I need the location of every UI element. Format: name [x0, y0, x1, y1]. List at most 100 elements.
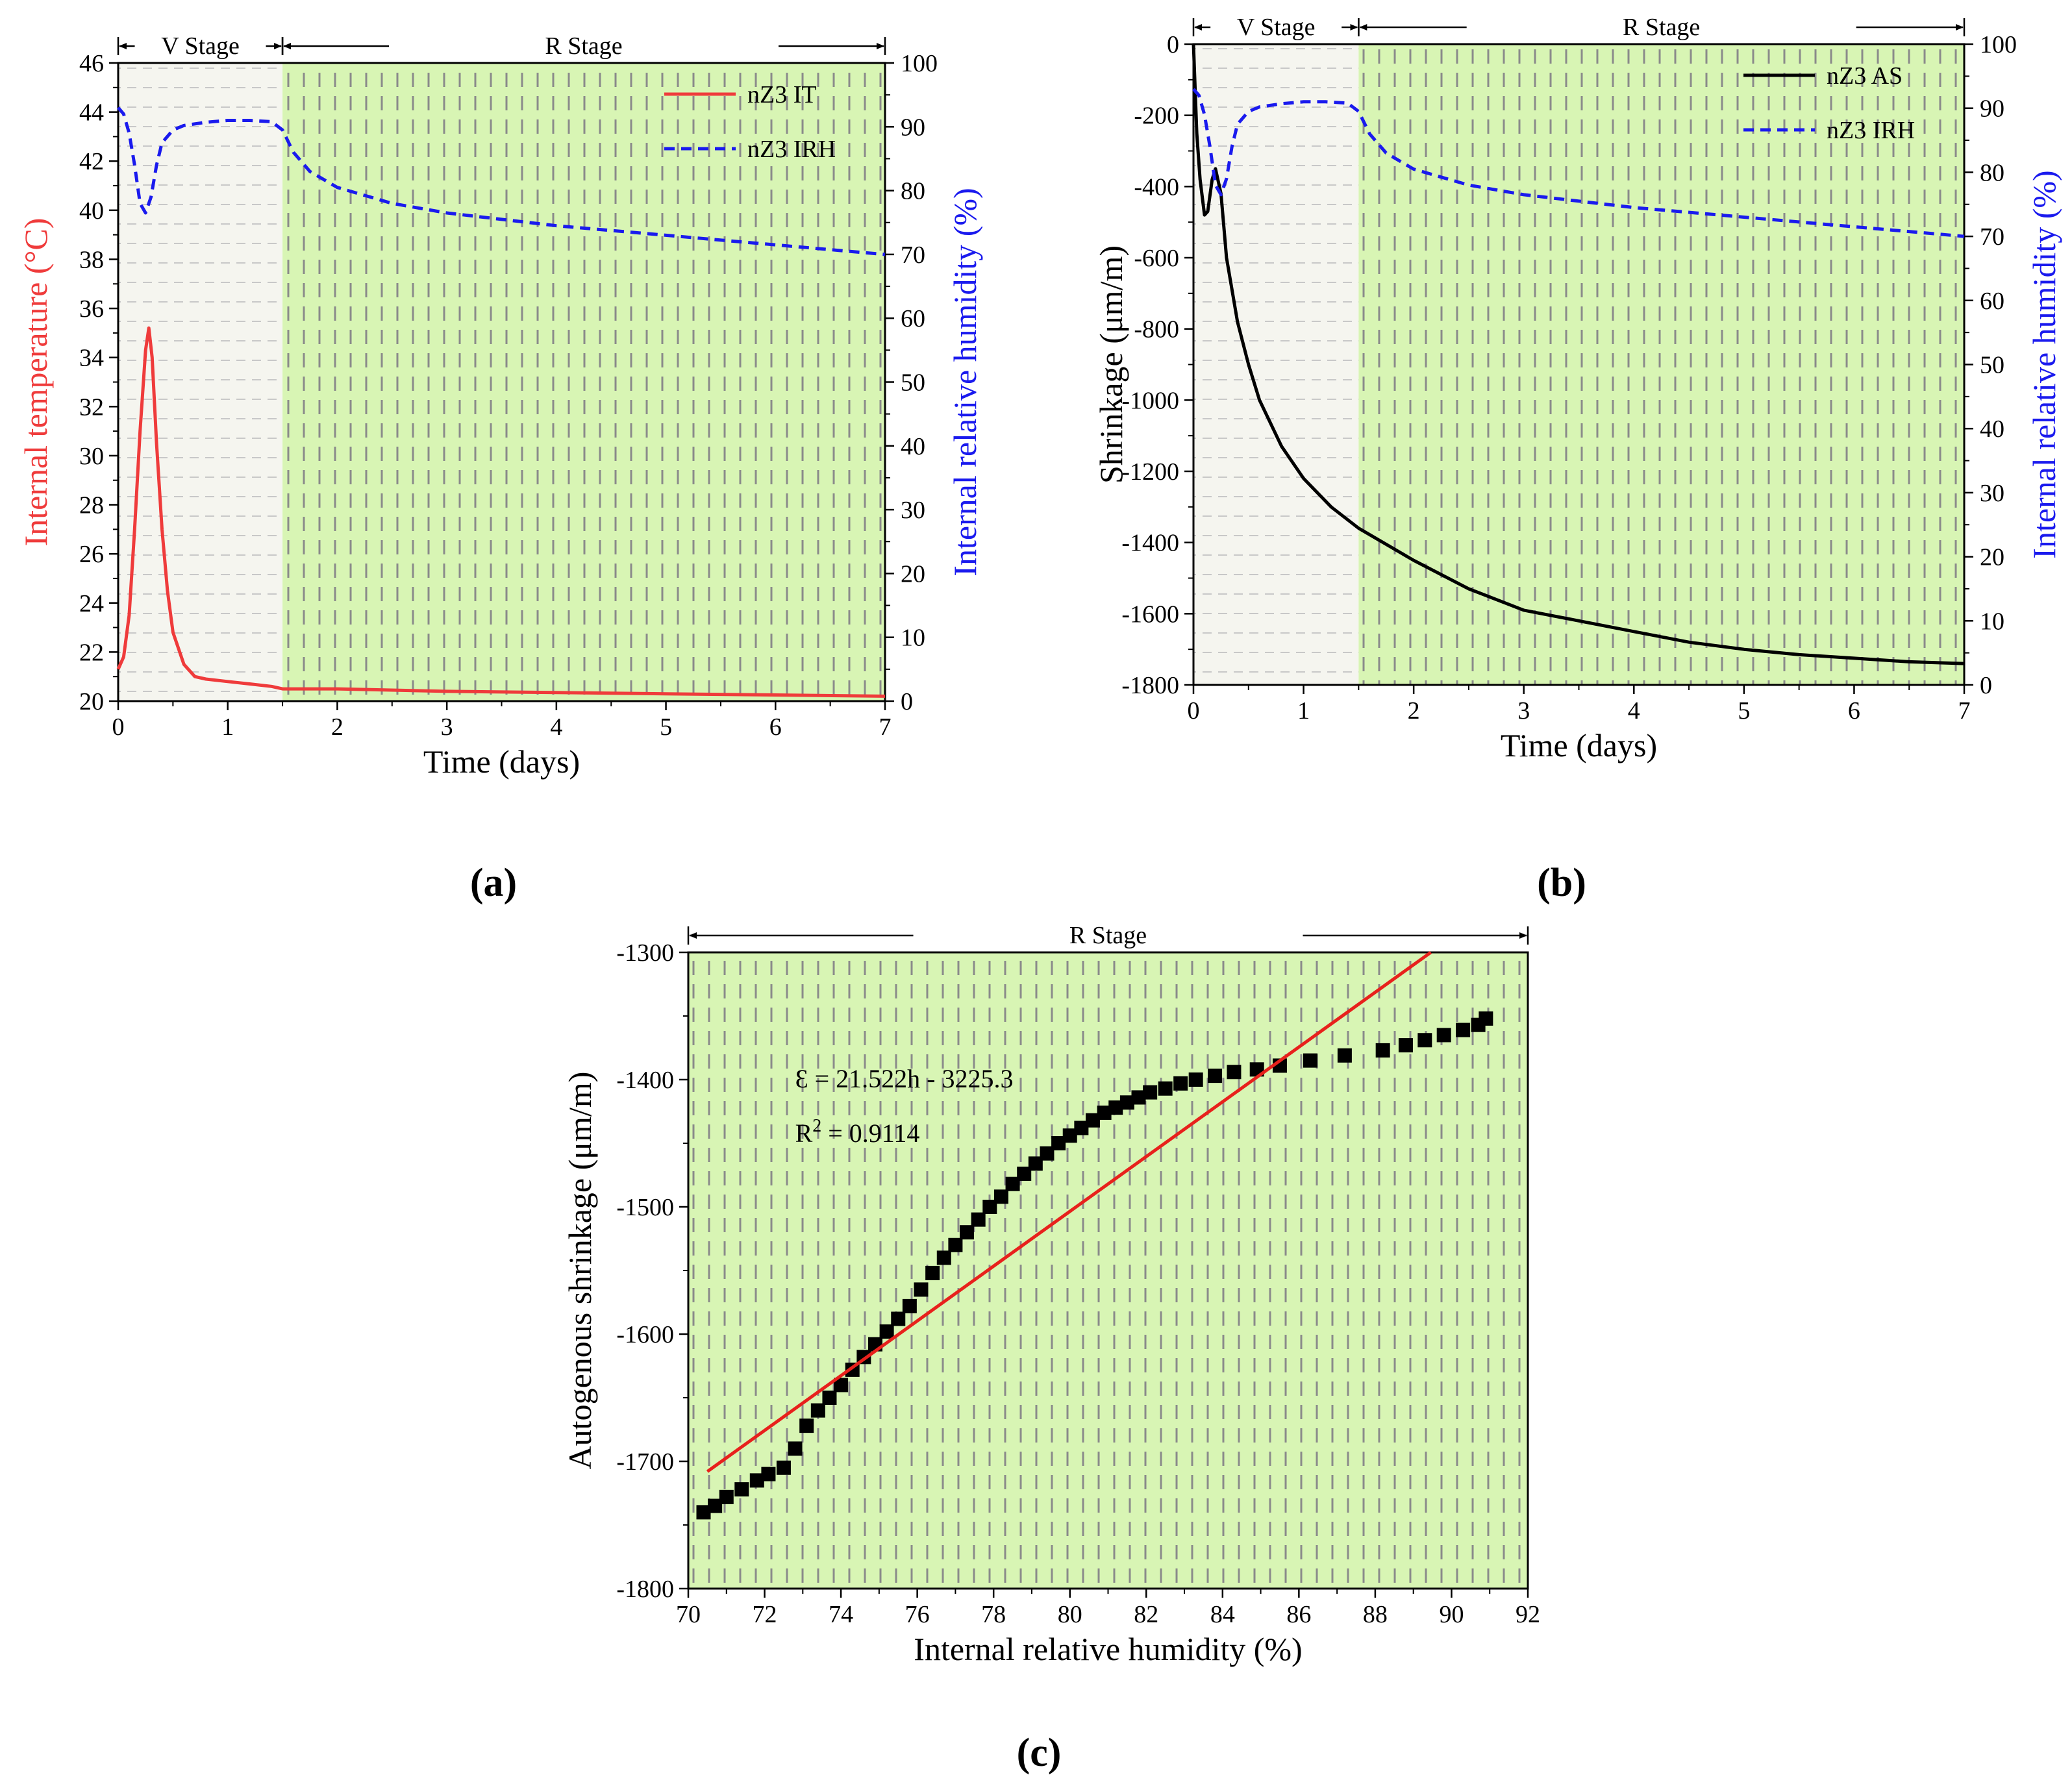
scatter-point: [810, 1403, 825, 1418]
y-tick-label: 40: [79, 197, 104, 225]
y-tick-label: -200: [1134, 103, 1179, 130]
scatter-point: [1085, 1113, 1100, 1128]
scatter-point: [879, 1324, 894, 1339]
scatter-point: [993, 1189, 1008, 1204]
y-tick-label: 0: [1167, 31, 1179, 58]
y-tick-label: 36: [79, 295, 104, 323]
x-tick-label: 84: [1210, 1601, 1235, 1628]
scatter-point: [822, 1391, 837, 1405]
scatter-point: [696, 1505, 711, 1520]
scatter-point: [914, 1282, 929, 1297]
y2-tick-label: 60: [901, 305, 925, 332]
x-tick-label: 4: [1628, 697, 1640, 725]
scatter-point: [925, 1265, 940, 1280]
x-tick-label: 80: [1058, 1601, 1082, 1628]
panel-c: R Stage 70 72 74 76 78 80 82 84 86 88 90 92 -1800 -170…: [562, 922, 1540, 1775]
x-tick-label: 78: [981, 1601, 1006, 1628]
y2-tick-label: 0: [901, 688, 913, 715]
scatter-point: [1398, 1038, 1413, 1053]
fit-line: [706, 950, 1432, 1473]
scatter-point: [1188, 1072, 1203, 1087]
scatter-point: [1005, 1176, 1020, 1191]
y-tick-label: 30: [79, 443, 104, 470]
scatter-point: [1097, 1105, 1112, 1120]
scatter-point: [1208, 1069, 1223, 1084]
x-tick-label: 74: [829, 1601, 853, 1628]
y2-tick-label: 70: [1980, 223, 2004, 251]
y-tick-label: -1400: [1121, 530, 1179, 557]
y-tick-label: 46: [79, 50, 104, 77]
scatter-point: [749, 1473, 764, 1488]
x-tick-label: 3: [441, 713, 453, 741]
series-line-nz3-irh: [117, 106, 886, 256]
x-tick-label: 6: [769, 713, 782, 741]
scatter-point: [1173, 1076, 1188, 1091]
x-tick-label: 0: [112, 713, 125, 741]
scatter-point: [1108, 1100, 1123, 1115]
series-line-nz3-irh: [1192, 88, 1965, 238]
scatter-point: [1303, 1053, 1317, 1068]
x-tick-label: 7: [879, 713, 892, 741]
stage-label-1: R Stage: [545, 32, 622, 60]
y2-axis-title: Internal relative humidity (%): [947, 188, 983, 576]
stage-hatch-0: [688, 952, 1528, 1589]
scatter-point: [1119, 1095, 1134, 1110]
y2-tick-label: 50: [1980, 352, 2004, 379]
x-tick-label: 2: [1408, 697, 1420, 725]
panel-label: (b): [1537, 861, 1586, 905]
y-tick-label: 20: [79, 688, 104, 715]
y-tick-label: 38: [79, 246, 104, 273]
scatter-point: [1227, 1065, 1242, 1080]
legend-label: nZ3 AS: [1827, 62, 1903, 90]
scatter-point: [948, 1237, 963, 1252]
stage-label-0: V Stage: [161, 32, 240, 60]
y2-axis-title: Internal relative humidity (%): [2026, 170, 2062, 558]
x-tick-label: 76: [905, 1601, 930, 1628]
y-tick-label: -1800: [616, 1576, 674, 1603]
x-tick-label: 3: [1517, 697, 1530, 725]
y2-tick-label: 30: [1980, 480, 2004, 507]
stage-label-0: R Stage: [1069, 922, 1147, 949]
scatter-point: [1456, 1022, 1471, 1037]
legend-label: nZ3 IRH: [747, 136, 836, 163]
x-tick-label: 5: [660, 713, 672, 741]
legend-label: nZ3 IT: [747, 81, 817, 108]
x-axis-title: Time (days): [1501, 727, 1657, 763]
scatter-point: [1017, 1167, 1032, 1182]
y2-tick-label: 70: [901, 242, 925, 269]
stage-hatch-1: [282, 63, 886, 701]
x-tick-label: 0: [1188, 697, 1200, 725]
x-tick-label: 6: [1848, 697, 1860, 725]
scatter-point: [936, 1250, 951, 1265]
y-tick-label: 42: [79, 148, 104, 175]
stage-label-0: V Stage: [1237, 14, 1316, 41]
y-tick-label: -1400: [616, 1067, 674, 1094]
scatter-point: [1375, 1043, 1390, 1058]
scatter-point: [1143, 1085, 1158, 1100]
panel-b: V Stage R Stage 0 1 2 3 4 5 6 7 -1800 -1600 -1400 -12…: [1093, 14, 2062, 905]
y-tick-label: -1500: [616, 1194, 674, 1221]
scatter-point: [776, 1460, 791, 1475]
scatter-point: [1028, 1156, 1043, 1171]
y2-tick-label: 50: [901, 369, 925, 397]
stage-hatch-0: [118, 63, 283, 701]
x-tick-label: 86: [1286, 1601, 1311, 1628]
y-tick-label: 28: [79, 492, 104, 519]
stage-hatch-0: [1193, 44, 1359, 685]
y2-tick-label: 40: [1980, 415, 2004, 443]
x-tick-label: 1: [221, 713, 234, 741]
x-tick-label: 70: [676, 1601, 701, 1628]
fit-equation: Ɛ = 21.522h - 3225.3: [795, 1064, 1014, 1093]
y2-tick-label: 80: [1980, 159, 2004, 186]
scatter-point: [960, 1225, 975, 1240]
series-line-nz3-it: [116, 326, 886, 698]
y2-tick-label: 60: [1980, 288, 2004, 315]
scatter-point: [1417, 1033, 1432, 1048]
x-tick-label: 90: [1439, 1601, 1464, 1628]
y2-tick-label: 10: [901, 625, 925, 652]
y-tick-label: -1200: [1121, 458, 1179, 486]
panel-label: (a): [470, 861, 517, 905]
y2-tick-label: 90: [901, 114, 925, 141]
y2-tick-label: 10: [1980, 608, 2004, 635]
